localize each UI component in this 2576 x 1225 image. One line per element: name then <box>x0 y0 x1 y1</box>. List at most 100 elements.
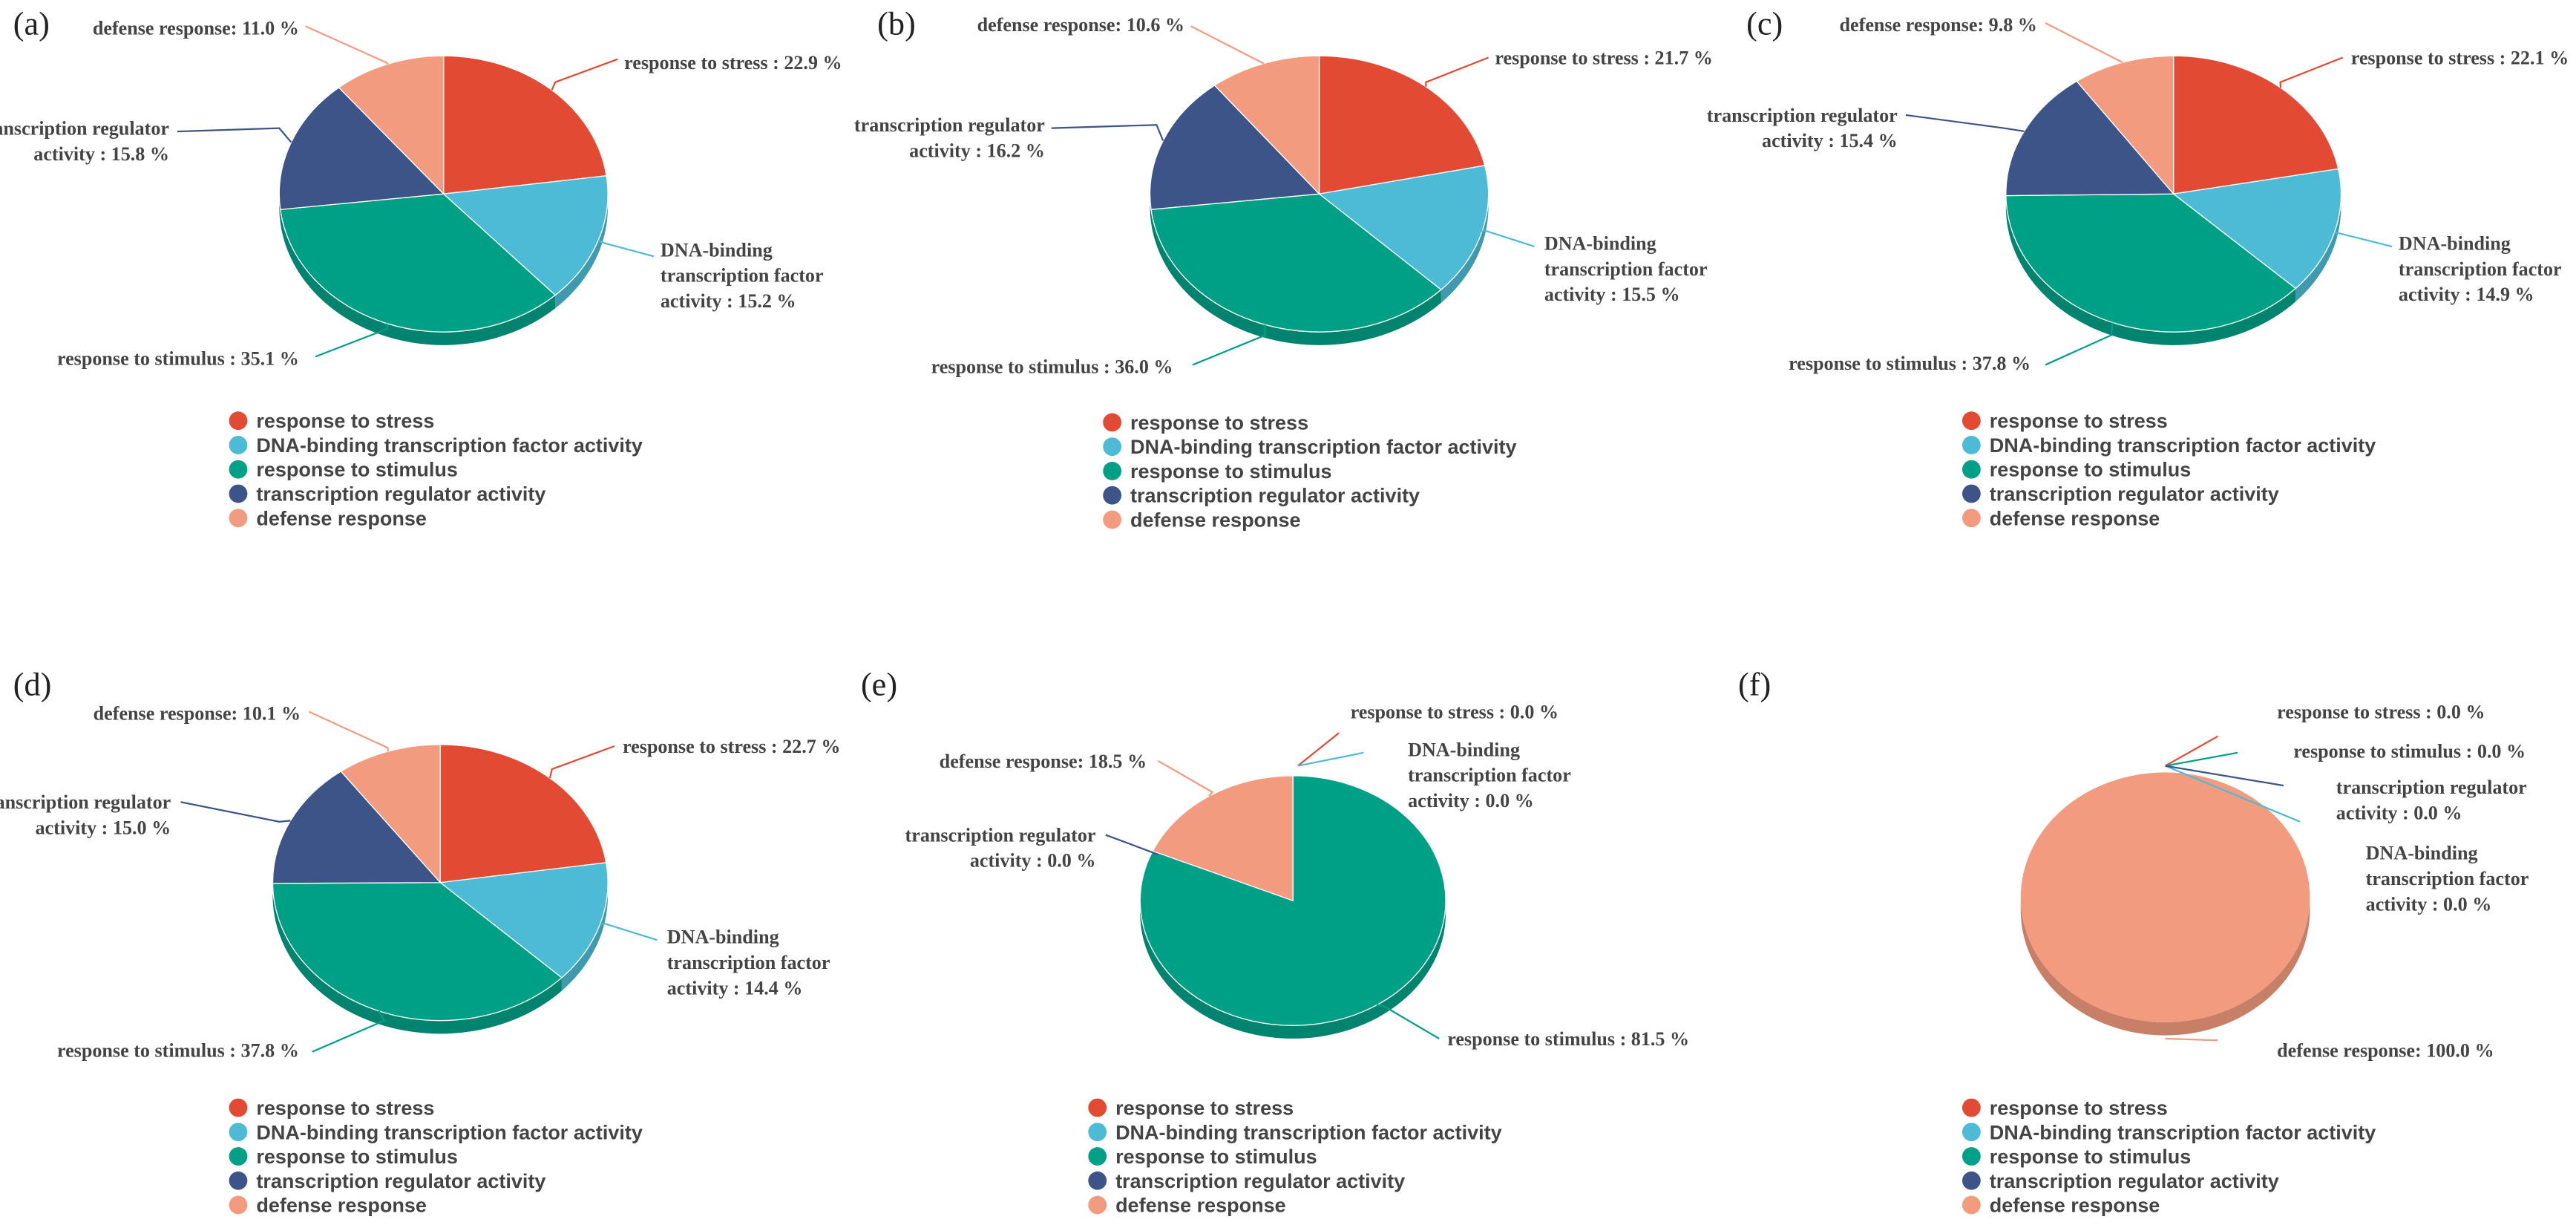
legend-label-transcription-regulator-activity[interactable]: transcription regulator activity <box>256 483 545 505</box>
pie-slice-dna-binding-transcription-factor-activity[interactable] <box>439 862 609 979</box>
pie-slice-response-to-stimulus[interactable] <box>1139 775 1446 1026</box>
legend-label-response-to-stimulus[interactable]: response to stimulus <box>1990 459 2192 481</box>
pie-slice-dna-binding-transcription-factor-activity[interactable] <box>1317 165 1489 291</box>
legend-label-transcription-regulator-activity[interactable]: transcription regulator activity <box>1990 483 2279 505</box>
pie-panel: (a) response to stress : 22.9 % DNA-bindin… <box>0 5 842 529</box>
pie-slice-response-to-stimulus[interactable] <box>279 193 557 333</box>
leader-line-defense-response <box>1190 25 1265 65</box>
leader-line-response-to-stress <box>551 58 618 91</box>
legend-marker-transcription-regulator-activity[interactable] <box>1962 484 1981 503</box>
legend-label-defense-response[interactable]: defense response <box>1990 507 2160 529</box>
legend-label-response-to-stress[interactable]: response to stress <box>1990 1097 2168 1120</box>
legend-label-dna-binding-transcription-factor-activity[interactable]: DNA-binding transcription factor activit… <box>1115 1121 1502 1143</box>
legend-marker-response-to-stress[interactable] <box>229 1098 248 1117</box>
legend-label-defense-response[interactable]: defense response <box>1990 1195 2160 1217</box>
legend-marker-response-to-stimulus[interactable] <box>229 1147 248 1166</box>
data-label-defense-response: defense response: 9.8 % <box>1840 14 2037 36</box>
pie-slice-transcription-regulator-activity[interactable] <box>1149 85 1320 210</box>
legend-label-response-to-stimulus[interactable]: response to stimulus <box>1130 460 1332 483</box>
legend-marker-defense-response[interactable] <box>1088 1195 1107 1215</box>
data-label-transcription-regulator-activity: transcription regulator <box>854 114 1045 136</box>
legend-label-response-to-stress[interactable]: response to stress <box>256 410 434 432</box>
pie-slice-response-to-stimulus[interactable] <box>2005 193 2297 333</box>
legend-label-response-to-stress[interactable]: response to stress <box>256 1097 434 1120</box>
legend-label-response-to-stimulus[interactable]: response to stimulus <box>1990 1146 2192 1168</box>
legend-label-dna-binding-transcription-factor-activity[interactable]: DNA-binding transcription factor activit… <box>256 434 643 457</box>
pie-slice-transcription-regulator-activity[interactable] <box>2005 80 2175 197</box>
pie-panel: (e) response to stress : 0.0 % DNA-binding… <box>861 666 1689 1216</box>
legend-marker-response-to-stimulus[interactable] <box>1962 1147 1981 1166</box>
legend-label-defense-response[interactable]: defense response <box>1115 1195 1286 1217</box>
legend-label-transcription-regulator-activity[interactable]: transcription regulator activity <box>1990 1170 2279 1192</box>
legend-label-response-to-stress[interactable]: response to stress <box>1990 410 2168 432</box>
pie-slice-transcription-regulator-activity[interactable] <box>278 87 445 210</box>
legend-marker-response-to-stimulus[interactable] <box>229 460 248 479</box>
legend-marker-response-to-stress[interactable] <box>229 411 248 431</box>
legend-marker-dna-binding-transcription-factor-activity[interactable] <box>1088 1123 1107 1142</box>
legend-marker-response-to-stress[interactable] <box>1103 413 1122 432</box>
legend-marker-transcription-regulator-activity[interactable] <box>229 1171 248 1190</box>
legend-marker-dna-binding-transcription-factor-activity[interactable] <box>1962 1123 1981 1142</box>
pie-slice-response-to-stimulus[interactable] <box>1150 193 1442 333</box>
data-label-defense-response: defense response: 18.5 % <box>940 751 1147 772</box>
pie-slice-defense-response[interactable] <box>2076 55 2174 196</box>
legend-marker-transcription-regulator-activity[interactable] <box>1962 1171 1981 1190</box>
legend-label-defense-response[interactable]: defense response <box>256 1195 427 1217</box>
pie-slice-response-to-stress[interactable] <box>439 744 607 883</box>
legend-marker-response-to-stress[interactable] <box>1962 411 1981 431</box>
pie-slice-dna-binding-transcription-factor-activity[interactable] <box>442 175 609 296</box>
panel-label: (e) <box>861 666 897 702</box>
pie-slice-defense-response[interactable] <box>1213 55 1320 195</box>
data-label-dna-binding-transcription-factor-activity: transcription factor <box>1408 765 1571 786</box>
legend-label-dna-binding-transcription-factor-activity[interactable]: DNA-binding transcription factor activit… <box>1990 434 2376 457</box>
legend-label-transcription-regulator-activity[interactable]: transcription regulator activity <box>1115 1170 1405 1192</box>
legend-marker-defense-response[interactable] <box>229 1195 248 1215</box>
legend-marker-transcription-regulator-activity[interactable] <box>1103 486 1122 505</box>
pie-panel: (d) response to stress : 22.7 % DNA-bindin… <box>0 666 840 1216</box>
legend-marker-transcription-regulator-activity[interactable] <box>229 484 248 503</box>
data-label-transcription-regulator-activity: activity : 15.4 % <box>1762 130 1898 151</box>
legend-marker-response-to-stress[interactable] <box>1962 1098 1981 1117</box>
data-label-dna-binding-transcription-factor-activity: activity : 0.0 % <box>2366 893 2492 915</box>
pie-slice-defense-response[interactable] <box>1152 775 1294 902</box>
legend-marker-defense-response[interactable] <box>1962 1195 1981 1215</box>
legend-label-transcription-regulator-activity[interactable]: transcription regulator activity <box>256 1170 545 1192</box>
pie-panel: (c) response to stress : 22.1 % DNA-bindin… <box>1707 5 2569 529</box>
legend-marker-transcription-regulator-activity[interactable] <box>1088 1171 1107 1190</box>
legend-marker-defense-response[interactable] <box>229 509 248 528</box>
legend-marker-response-to-stimulus[interactable] <box>1962 460 1981 479</box>
pie-rim-response-to-stimulus <box>280 209 556 345</box>
data-label-transcription-regulator-activity: activity : 15.8 % <box>33 143 169 165</box>
legend-label-response-to-stimulus[interactable]: response to stimulus <box>256 459 458 481</box>
legend-marker-response-to-stimulus[interactable] <box>1103 462 1122 480</box>
pie-slice-response-to-stress[interactable] <box>443 55 607 195</box>
legend-label-defense-response[interactable]: defense response <box>1130 509 1301 531</box>
legend-marker-defense-response[interactable] <box>1962 509 1981 528</box>
legend-marker-defense-response[interactable] <box>1103 510 1122 529</box>
legend-marker-dna-binding-transcription-factor-activity[interactable] <box>1103 437 1122 457</box>
legend-label-transcription-regulator-activity[interactable]: transcription regulator activity <box>1130 485 1420 507</box>
legend-marker-response-to-stress[interactable] <box>1088 1098 1107 1117</box>
legend-label-dna-binding-transcription-factor-activity[interactable]: DNA-binding transcription factor activit… <box>1990 1121 2376 1143</box>
pie-slice-transcription-regulator-activity[interactable] <box>272 771 442 884</box>
legend-marker-response-to-stimulus[interactable] <box>1088 1147 1107 1166</box>
legend-label-dna-binding-transcription-factor-activity[interactable]: DNA-binding transcription factor activit… <box>1130 436 1517 458</box>
legend-label-response-to-stress[interactable]: response to stress <box>1115 1097 1294 1120</box>
pie-slice-defense-response[interactable] <box>2020 772 2310 1022</box>
pie-slice-dna-binding-transcription-factor-activity[interactable] <box>2172 168 2342 290</box>
legend-marker-dna-binding-transcription-factor-activity[interactable] <box>1962 436 1981 454</box>
data-label-response-to-stress: response to stress : 22.1 % <box>2351 47 2569 68</box>
legend-marker-dna-binding-transcription-factor-activity[interactable] <box>229 1123 248 1142</box>
legend-marker-dna-binding-transcription-factor-activity[interactable] <box>229 436 248 454</box>
legend-label-response-to-stress[interactable]: response to stress <box>1130 411 1308 434</box>
pie-slice-response-to-stress[interactable] <box>1318 55 1486 195</box>
data-label-dna-binding-transcription-factor-activity: DNA-binding <box>1544 232 1656 254</box>
legend-label-response-to-stimulus[interactable]: response to stimulus <box>1115 1146 1317 1168</box>
pie-slice-defense-response[interactable] <box>338 55 445 195</box>
legend-label-response-to-stimulus[interactable]: response to stimulus <box>256 1146 458 1168</box>
pie-slice-response-to-stress[interactable] <box>2172 55 2339 195</box>
legend-label-defense-response[interactable]: defense response <box>256 507 427 529</box>
legend-label-dna-binding-transcription-factor-activity[interactable]: DNA-binding transcription factor activit… <box>256 1121 643 1143</box>
pie-slice-response-to-stimulus[interactable] <box>272 882 563 1022</box>
